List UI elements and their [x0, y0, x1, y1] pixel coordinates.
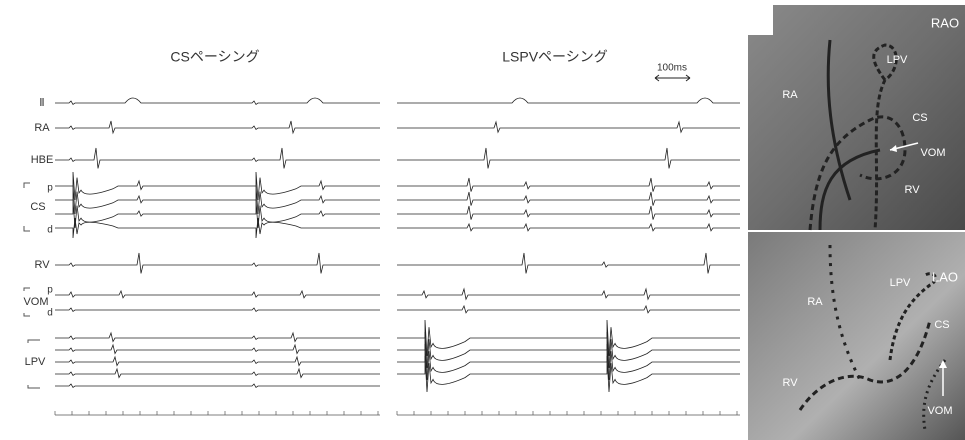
anatomy-label: RV	[904, 184, 920, 196]
trace	[397, 331, 740, 369]
anatomy-label: LPV	[890, 277, 911, 289]
trace	[55, 217, 380, 239]
rao-image	[748, 5, 965, 230]
trace	[397, 252, 740, 274]
trace	[397, 355, 740, 393]
trace	[397, 205, 740, 220]
trace	[55, 289, 380, 299]
trace	[55, 331, 380, 343]
channel-label: VOM	[23, 296, 48, 308]
trace	[55, 199, 380, 229]
anatomy-label: VOM	[927, 405, 952, 417]
scale-bar	[654, 74, 691, 82]
time-axis	[396, 411, 740, 416]
trace	[55, 307, 380, 312]
trace	[397, 222, 740, 232]
trace	[55, 383, 380, 388]
view-label: LAO	[932, 269, 958, 284]
anatomy-label: VOM	[920, 147, 945, 159]
time-axis	[54, 411, 380, 416]
channel-label: CS	[30, 201, 45, 213]
trace	[397, 319, 740, 357]
panel-title: CSペーシング	[170, 49, 259, 65]
fluoroscopy: RAO LAO RA LPV CS VOM RV LPV RA CS RV VOM	[748, 5, 965, 440]
pole-label: p	[47, 285, 53, 296]
pole-label: d	[47, 308, 53, 319]
arrowhead	[890, 145, 897, 152]
anatomy-label: RV	[782, 377, 798, 389]
trace	[55, 171, 380, 201]
pole-label: d	[47, 225, 53, 236]
trace	[55, 252, 380, 274]
trace	[397, 343, 740, 381]
trace	[397, 287, 740, 301]
lao-image	[748, 232, 965, 440]
channel-label: HBE	[31, 154, 54, 166]
trace	[397, 120, 740, 134]
arrowhead	[939, 360, 947, 368]
channel-label: RV	[34, 259, 50, 271]
trace	[397, 177, 740, 192]
trace	[55, 355, 380, 367]
anatomy-label: RA	[807, 296, 823, 308]
brackets	[23, 182, 40, 389]
anatomy-label: LPV	[887, 54, 908, 66]
pole-label: p	[47, 183, 53, 194]
channel-label: LPV	[25, 356, 46, 368]
trace	[55, 367, 380, 379]
view-label: RAO	[931, 15, 959, 30]
panel-title: LSPVペーシング	[502, 49, 608, 65]
anatomy-label: CS	[934, 319, 949, 331]
trace	[55, 343, 380, 355]
trace	[397, 97, 740, 104]
trace	[55, 120, 380, 135]
trace	[55, 147, 380, 169]
channel-label: Ⅱ	[39, 97, 44, 109]
trace	[397, 304, 740, 314]
trace	[397, 147, 740, 169]
trace	[55, 185, 380, 215]
anatomy-label: RA	[782, 89, 798, 101]
trace	[55, 97, 380, 105]
trace	[397, 191, 740, 206]
channel-label: RA	[34, 122, 50, 134]
mask	[748, 5, 773, 35]
anatomy-label: CS	[912, 112, 927, 124]
scale-label: 100ms	[657, 63, 687, 74]
